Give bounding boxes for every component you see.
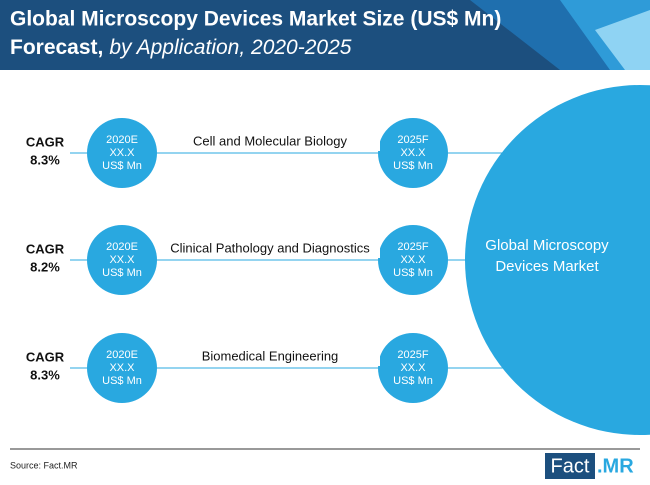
cagr-value: 8.3% xyxy=(30,152,60,167)
value: XX.X xyxy=(400,147,426,159)
year: 2025F xyxy=(397,241,428,253)
title-line2: Forecast, by Application, 2020-2025 xyxy=(10,36,352,59)
cagr-label: CAGR xyxy=(26,241,65,256)
application: Biomedical Engineering xyxy=(202,348,339,363)
cagr-label: CAGR xyxy=(26,134,65,149)
title-line1: Global Microscopy Devices Market Size (U… xyxy=(10,8,501,31)
logo-box xyxy=(545,453,595,479)
application: Clinical Pathology and Diagnostics xyxy=(170,240,370,255)
value: XX.X xyxy=(400,362,426,374)
year: 2020E xyxy=(106,349,138,361)
year: 2025F xyxy=(397,349,428,361)
value-circle xyxy=(378,333,448,403)
unit: US$ Mn xyxy=(102,267,142,279)
year: 2020E xyxy=(106,134,138,146)
value-circle xyxy=(87,333,157,403)
title-bold: Forecast, xyxy=(10,36,103,59)
unit: US$ Mn xyxy=(393,160,433,172)
application: Cell and Molecular Biology xyxy=(193,133,347,148)
logo-right: .MR xyxy=(597,455,634,477)
source: Source: Fact.MR xyxy=(10,460,78,470)
hub-circle xyxy=(465,85,650,435)
label-bg xyxy=(160,133,380,151)
unit: US$ Mn xyxy=(393,267,433,279)
unit: US$ Mn xyxy=(102,160,142,172)
hub-label: Devices Market xyxy=(495,258,599,275)
value: XX.X xyxy=(109,147,135,159)
value: XX.X xyxy=(400,254,426,266)
value: XX.X xyxy=(109,362,135,374)
hub-label: Global Microscopy xyxy=(485,237,609,254)
value: XX.X xyxy=(109,254,135,266)
label-bg xyxy=(160,240,380,258)
cagr-value: 8.3% xyxy=(30,367,60,382)
value-circle xyxy=(378,118,448,188)
value-circle xyxy=(378,225,448,295)
value-circle xyxy=(87,225,157,295)
label-bg xyxy=(160,348,380,366)
value-circle xyxy=(87,118,157,188)
cagr-label: CAGR xyxy=(26,349,65,364)
year: 2025F xyxy=(397,134,428,146)
unit: US$ Mn xyxy=(393,375,433,387)
unit: US$ Mn xyxy=(102,375,142,387)
title-italic: by Application, 2020-2025 xyxy=(109,36,351,59)
cagr-value: 8.2% xyxy=(30,259,60,274)
header-decor xyxy=(595,10,650,70)
year: 2020E xyxy=(106,241,138,253)
logo-left: Fact xyxy=(551,455,590,477)
